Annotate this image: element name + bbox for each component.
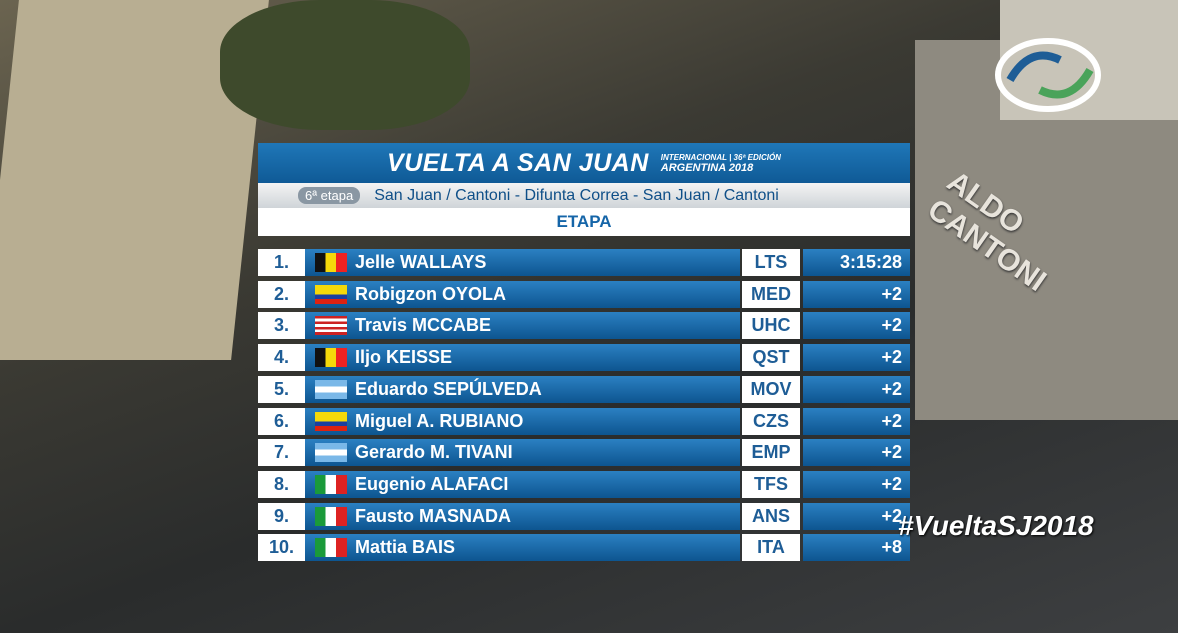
result-row: 2. Robigzon OYOLA MED +2 [258, 280, 910, 308]
position: 8. [258, 470, 305, 498]
time-cell: +2 [803, 470, 910, 498]
rider-cell: Travis MCCABE [305, 312, 740, 340]
time: +2 [881, 442, 902, 463]
rider-cell: Iljo KEISSE [305, 344, 740, 372]
rider-name: Gerardo M. TIVANI [355, 442, 513, 463]
position: 2. [258, 280, 305, 308]
classification: ETAPA [258, 208, 910, 236]
stage-bar: 6ª etapa San Juan / Cantoni - Difunta Co… [258, 183, 910, 208]
rider-name: Jelle WALLAYS [355, 252, 487, 272]
time-cell: 3:15:28 [803, 249, 910, 276]
position: 6. [258, 407, 305, 435]
flag [315, 253, 347, 272]
position: 7. [258, 439, 305, 467]
stage: 6ª etapa [298, 187, 361, 204]
team-code: QST [742, 344, 800, 372]
team-code: UHC [742, 312, 800, 340]
time: +8 [881, 537, 902, 558]
time-cell: +2 [803, 407, 910, 435]
hashtag: #VueltaSJ2018 [898, 510, 1094, 541]
time: 3:15:28 [839, 252, 902, 272]
result-row: 3. Travis MCCABE UHC +2 [258, 312, 910, 340]
time: +2 [881, 410, 902, 431]
flag [315, 506, 347, 526]
position: 9. [258, 502, 305, 530]
result-row: 10. Mattia BAIS ITA +8 [258, 534, 910, 562]
rider-name: Eduardo SEPÚLVEDA [355, 378, 542, 399]
position: 5. [258, 375, 305, 403]
flag [315, 348, 347, 368]
rider-cell: Fausto MASNADA [305, 502, 740, 530]
position: 4. [258, 344, 305, 372]
result-row: 4. Iljo KEISSE QST +2 [258, 344, 910, 372]
rider-name: Mattia BAIS [355, 537, 456, 558]
flag [315, 474, 347, 494]
team-code: ITA [742, 534, 800, 562]
time: +2 [881, 505, 902, 526]
result-row: 6. Miguel A. RUBIANO CZS +2 [258, 407, 910, 435]
flag [315, 284, 347, 304]
time-cell: +2 [803, 375, 910, 403]
rider-cell: Eduardo SEPÚLVEDA [305, 375, 740, 403]
country-year: ARGENTINA 2018 [660, 162, 754, 174]
rider-name: Eugenio ALAFACI [355, 473, 509, 494]
time: +2 [881, 315, 902, 336]
results-panel: VUELTA A SAN JUAN INTERNACIONAL | 36ª ED… [258, 143, 910, 562]
result-row: 9. Fausto MASNADA ANS +2 [258, 502, 910, 530]
logo: VUELTA A SAN JUAN [387, 148, 649, 177]
time: +2 [881, 378, 902, 399]
time: +2 [881, 473, 902, 494]
time-cell: +2 [803, 502, 910, 530]
rider-cell: Mattia BAIS [305, 534, 740, 562]
rider-cell: Miguel A. RUBIANO [305, 407, 740, 435]
result-row: 7. Gerardo M. TIVANI EMP +2 [258, 439, 910, 467]
team-code: LTS [742, 249, 800, 276]
time-cell: +2 [803, 344, 910, 372]
time-cell: +2 [803, 312, 910, 340]
position: 1. [258, 249, 305, 276]
team-code: MOV [742, 375, 800, 403]
rider-cell: Eugenio ALAFACI [305, 470, 740, 498]
route: San Juan / Cantoni - Difunta Correa - Sa… [374, 186, 779, 204]
time-cell: +8 [803, 534, 910, 562]
team-code: ANS [742, 502, 800, 530]
time-cell: +2 [803, 280, 910, 308]
race-logo [995, 38, 1101, 112]
rider-cell: Gerardo M. TIVANI [305, 439, 740, 467]
position: 10. [258, 534, 305, 562]
flag [315, 411, 347, 431]
rider-name: Fausto MASNADA [355, 505, 511, 526]
time: +2 [881, 283, 902, 304]
rider-cell: Robigzon OYOLA [305, 280, 740, 308]
edition-text: INTERNACIONAL | 36ª EDICIÓN [660, 153, 781, 162]
flag [315, 316, 347, 336]
flag [315, 379, 347, 399]
team-code: TFS [742, 470, 800, 498]
rider-name: Travis MCCABE [355, 315, 492, 336]
time-cell: +2 [803, 439, 910, 467]
result-row: 1. Jelle WALLAYS LTS 3:15:28 [258, 249, 910, 276]
position: 3. [258, 312, 305, 340]
rider-name: Miguel A. RUBIANO [355, 410, 524, 431]
trees [220, 0, 470, 130]
header: VUELTA A SAN JUAN INTERNACIONAL | 36ª ED… [258, 143, 910, 183]
result-row: 5. Eduardo SEPÚLVEDA MOV +2 [258, 375, 910, 403]
result-row: 8. Eugenio ALAFACI TFS +2 [258, 470, 910, 498]
time: +2 [881, 347, 902, 368]
flag [315, 538, 347, 558]
team-code: EMP [742, 439, 800, 467]
team-code: CZS [742, 407, 800, 435]
flag [315, 443, 347, 463]
rider-cell: Jelle WALLAYS [305, 249, 740, 276]
edition: INTERNACIONAL | 36ª EDICIÓN ARGENTINA 20… [660, 153, 781, 174]
rider-name: Iljo KEISSE [355, 347, 453, 368]
team-code: MED [742, 280, 800, 308]
rider-name: Robigzon OYOLA [355, 283, 506, 304]
